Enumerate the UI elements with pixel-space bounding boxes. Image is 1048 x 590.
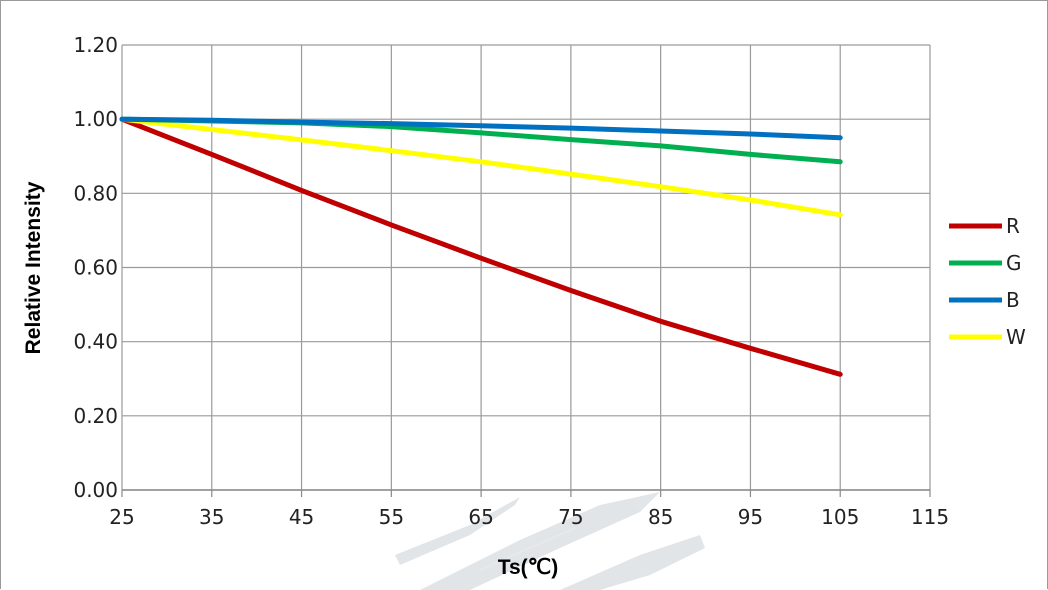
grid	[121, 44, 931, 491]
x-tick-label: 65	[468, 505, 493, 529]
x-tick-label: 105	[821, 505, 859, 529]
series-line-R	[119, 116, 843, 377]
x-tick-label: 75	[558, 505, 583, 529]
legend-label-B: B	[1006, 288, 1020, 312]
x-axis: 25 35 45 55 65 75 85 95 105 115	[109, 505, 949, 529]
x-tick-label: 55	[379, 505, 404, 529]
series-line-B	[119, 116, 843, 141]
y-axis: 0.00 0.20 0.40 0.60 0.80 1.00 1.20	[73, 33, 118, 502]
y-tick-label: 0.20	[73, 404, 118, 428]
series-line-W	[119, 116, 843, 218]
x-tick-label: 95	[738, 505, 763, 529]
y-tick-label: 0.80	[73, 181, 118, 205]
y-tick-label: 0.40	[73, 330, 118, 354]
legend-label-R: R	[1006, 214, 1020, 238]
legend-label-W: W	[1006, 325, 1026, 349]
y-axis-title: Relative Intensity	[22, 181, 45, 354]
plot-border	[121, 489, 931, 497]
y-tick-label: 1.20	[73, 33, 118, 57]
x-tick-label: 85	[648, 505, 673, 529]
x-tick-label: 45	[289, 505, 314, 529]
x-tick-label: 25	[109, 505, 134, 529]
x-tick-label: 115	[911, 505, 949, 529]
x-tick-label: 35	[199, 505, 224, 529]
y-tick-label: 0.60	[73, 256, 118, 280]
y-tick-label: 1.00	[73, 107, 118, 131]
x-axis-title: Ts(℃)	[498, 556, 559, 579]
y-tick-label: 0.00	[73, 478, 118, 502]
series-layer	[119, 116, 843, 377]
legend-label-G: G	[1006, 251, 1022, 275]
